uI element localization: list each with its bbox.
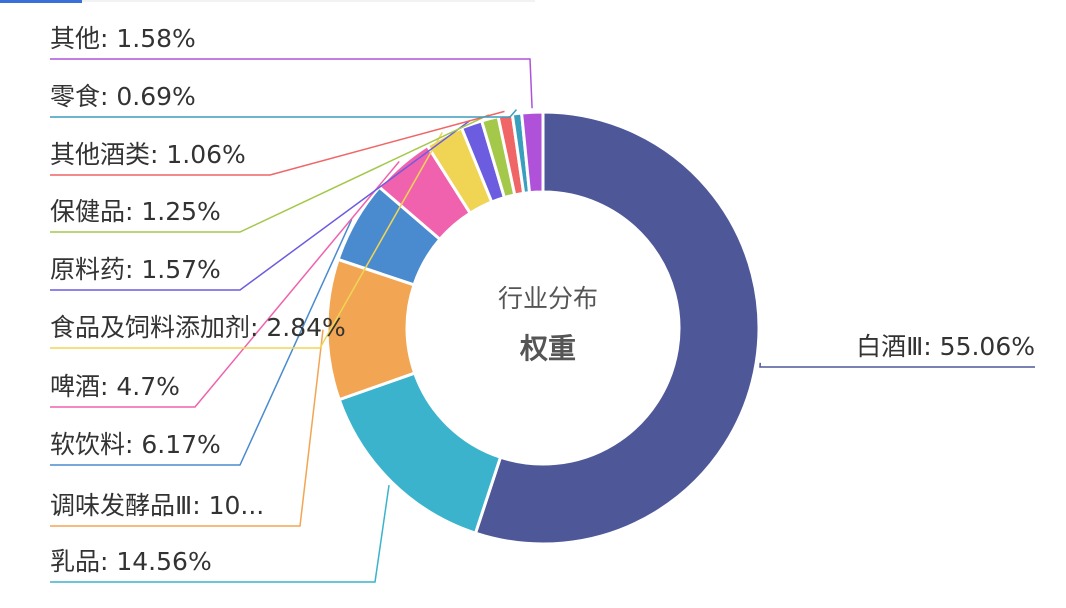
slice-label: 啤酒: 4.7% xyxy=(50,372,180,401)
leader-line xyxy=(50,161,400,408)
center-subtitle: 权重 xyxy=(519,332,576,365)
leader-line xyxy=(50,109,518,118)
leader-line xyxy=(50,485,390,583)
slice-label: 其他: 1.58% xyxy=(50,24,196,53)
leader-line xyxy=(759,362,1035,368)
active-tab-indicator xyxy=(0,0,82,3)
leader-line xyxy=(50,58,533,109)
leader-line xyxy=(50,218,353,466)
slice-label: 软饮料: 6.17% xyxy=(50,430,221,459)
center-title: 行业分布 xyxy=(498,284,598,313)
slice-label: 白酒Ⅲ: 55.06% xyxy=(856,332,1035,361)
slice-label: 原料药: 1.57% xyxy=(50,255,221,284)
slice-label: 调味发酵品Ⅲ: 10... xyxy=(50,491,264,520)
slice xyxy=(473,110,761,546)
slices xyxy=(325,110,761,546)
slice-label: 乳品: 14.56% xyxy=(50,547,212,576)
slice-label: 食品及饲料添加剂: 2.84% xyxy=(50,313,346,342)
leader-line xyxy=(50,110,505,176)
slice xyxy=(519,110,545,195)
slice-label: 其他酒类: 1.06% xyxy=(50,140,246,169)
leader-lines xyxy=(50,58,1035,583)
slice-label: 零食: 0.69% xyxy=(50,82,196,111)
leader-line xyxy=(50,119,471,291)
leader-line xyxy=(50,329,324,527)
labels: 白酒Ⅲ: 55.06% 乳品: 14.56% 调味发酵品Ⅲ: 10... 软饮料: 6… xyxy=(50,24,1035,576)
slice xyxy=(337,371,503,536)
leader-line xyxy=(50,132,443,349)
slice-label: 保健品: 1.25% xyxy=(50,197,221,226)
leader-line xyxy=(50,114,490,233)
